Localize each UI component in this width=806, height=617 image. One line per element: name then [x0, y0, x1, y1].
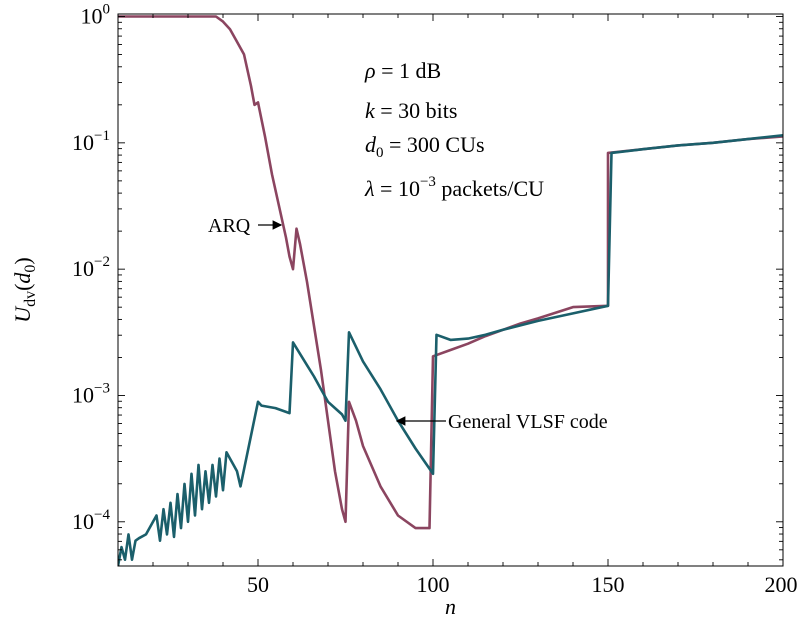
y-tick-label: 10−4 [72, 507, 110, 534]
annotation-vlsf: General VLSF code [448, 411, 608, 433]
x-tick-label: 50 [247, 572, 269, 597]
plot-frame [117, 13, 784, 567]
param-line: k = 30 bits [365, 98, 457, 123]
param-line: λ = 10−3 packets/CU [364, 174, 544, 201]
param-line: ρ = 1 dB [364, 58, 441, 83]
series-line-vlsf [118, 134, 783, 566]
x-tick-label: 100 [417, 572, 450, 597]
param-line: d0 = 300 CUs [365, 132, 485, 161]
axes-layer [117, 13, 784, 567]
y-tick-label: 100 [81, 2, 111, 29]
series-line-arq [118, 15, 783, 530]
x-axis-label: n [445, 594, 456, 617]
y-axis-label: Udv(d0) [10, 257, 39, 323]
y-tick-label: 10−1 [72, 128, 110, 155]
x-tick-label: 150 [592, 572, 625, 597]
labels-layer: 50 100 150 200 100 10−1 10−2 10−3 10−4 n Udv(d0) ρ … [10, 2, 798, 617]
y-tick-label: 10−3 [72, 380, 110, 407]
x-tick-label: 200 [765, 572, 798, 597]
y-tick-label: 10−2 [72, 254, 110, 281]
annotation-arq: ARQ [208, 215, 251, 237]
series-layer [118, 15, 783, 566]
